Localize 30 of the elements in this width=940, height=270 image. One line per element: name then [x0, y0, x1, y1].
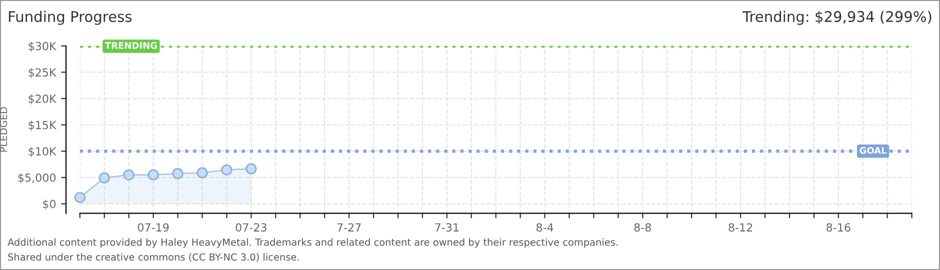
x-tick-label: 8-12 [728, 223, 752, 232]
y-tick-label: $20K [28, 94, 57, 104]
point [246, 163, 257, 174]
x-tick-label: 07-19 [138, 223, 169, 232]
ref-line-label: TRENDING [104, 42, 157, 49]
text: Trending: $29,934 (299%) [742, 10, 932, 25]
text: Shared under the creative commons (CC BY-NC 3.0) license. [8, 253, 299, 262]
x-tick-label: 7-27 [337, 223, 361, 232]
x-tick-label: 07-23 [236, 223, 266, 232]
y-tick-label: $25K [28, 68, 57, 78]
point [98, 172, 110, 184]
point [172, 168, 184, 180]
y-tick-label: $5,000 [18, 173, 56, 184]
y-tick-label: $10K [28, 146, 57, 158]
y-tick-label: $0 [43, 200, 56, 210]
ref-line-label: GOAL [860, 146, 887, 154]
y-tick-label: $30K [28, 42, 57, 52]
text: Additional content provided by Haley HeavyMetal. Trademarks and related content are owned by their respective companies. [8, 238, 618, 248]
x-tick-label: 8-4 [536, 223, 554, 232]
point [123, 169, 134, 180]
x-tick-label: 7-31 [435, 223, 458, 232]
y-tick-label: $15K [28, 120, 57, 131]
point [148, 169, 159, 180]
point [74, 192, 86, 204]
point [221, 164, 232, 176]
point [196, 167, 208, 178]
chart-title: Funding Progress [8, 10, 132, 25]
x-tick-label: 8-8 [634, 223, 651, 232]
y-axis-title: PLEDGED [0, 107, 8, 152]
x-tick-label: 8-16 [826, 223, 850, 232]
